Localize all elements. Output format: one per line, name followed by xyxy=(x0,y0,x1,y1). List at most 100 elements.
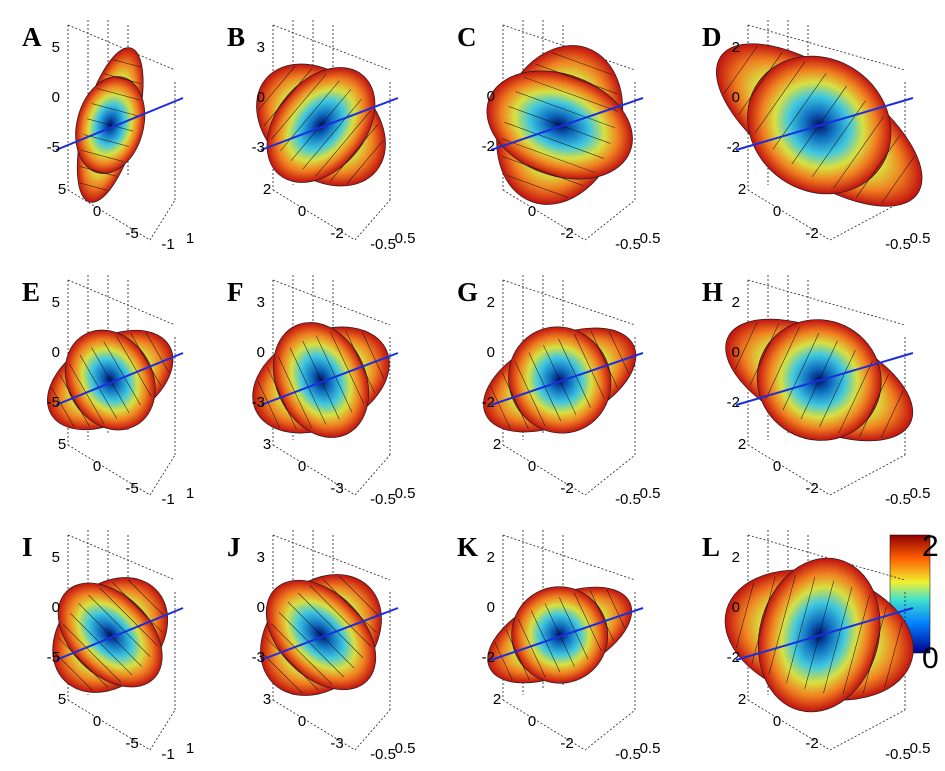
box-line xyxy=(149,709,176,751)
y-tick-label: -2 xyxy=(560,735,573,752)
x-tick-label: 0.5 xyxy=(395,740,416,757)
surface-mesh xyxy=(734,322,758,370)
box-line xyxy=(354,199,391,241)
z-tick-label: -2 xyxy=(482,138,495,155)
box-line xyxy=(502,699,586,751)
x-tick-label: 0.5 xyxy=(910,485,931,502)
surface-mesh xyxy=(362,332,385,380)
panel-label: C xyxy=(457,22,477,52)
z-tick-label: 5 xyxy=(52,39,60,56)
surface-mesh xyxy=(506,175,568,198)
surface xyxy=(75,47,146,203)
z-tick-label: 5 xyxy=(52,549,60,566)
surface-mesh xyxy=(79,182,108,191)
axis-line xyxy=(735,607,914,661)
surface-mesh xyxy=(262,653,303,694)
y-tick-label: 5 xyxy=(58,691,66,708)
surface-mesh xyxy=(501,372,529,429)
surface-mesh xyxy=(258,66,296,110)
x-tick-label: 0.5 xyxy=(640,230,661,247)
surface-mesh xyxy=(323,579,377,633)
y-tick-label: 0 xyxy=(93,203,101,220)
z-tick-label: -5 xyxy=(47,139,60,156)
panel-label: H xyxy=(702,277,723,307)
box-line xyxy=(747,534,906,581)
y-tick-label: 2 xyxy=(738,181,746,198)
surface-mesh xyxy=(754,61,806,134)
surface-mesh xyxy=(517,619,546,678)
surface-mesh xyxy=(765,326,800,399)
box-line xyxy=(502,444,586,496)
box-line xyxy=(502,279,636,326)
y-tick-label: -5 xyxy=(125,735,138,752)
x-tick-label: -0.5 xyxy=(615,491,641,508)
surface-mesh xyxy=(112,59,141,68)
box-line xyxy=(149,199,176,241)
surface-mesh xyxy=(590,331,618,388)
z-tick-label: 0 xyxy=(52,89,60,106)
box-line xyxy=(67,24,176,71)
box-line xyxy=(272,279,391,326)
surface-mesh xyxy=(79,166,117,177)
box-line xyxy=(272,534,391,581)
surface-mesh xyxy=(508,106,611,144)
x-tick-label: 0.5 xyxy=(395,485,416,502)
surface-mesh xyxy=(99,587,158,646)
surface xyxy=(256,63,386,187)
z-tick-label: 0 xyxy=(52,599,60,616)
surface-mesh xyxy=(738,52,783,115)
z-tick-label: -3 xyxy=(252,139,265,156)
z-tick-label: 0 xyxy=(732,89,740,106)
z-tick-label: 0 xyxy=(732,344,740,361)
surface-mesh xyxy=(263,68,313,127)
axis-line xyxy=(55,97,184,151)
y-tick-label: 0 xyxy=(298,458,306,475)
y-tick-label: -2 xyxy=(805,225,818,242)
y-tick-label: -2 xyxy=(560,480,573,497)
surface-mesh xyxy=(70,613,133,676)
y-tick-label: 0 xyxy=(773,203,781,220)
box-line xyxy=(747,444,831,496)
y-tick-label: -5 xyxy=(125,225,138,242)
surface-mesh xyxy=(51,387,75,428)
surface-mesh xyxy=(823,586,853,694)
box-line xyxy=(354,454,391,496)
surface-mesh xyxy=(749,323,780,386)
surface-mesh xyxy=(289,347,327,425)
axis-line xyxy=(490,607,644,661)
surface-mesh xyxy=(524,77,618,112)
surface-mesh xyxy=(315,110,371,177)
x-tick-label: 0.5 xyxy=(910,230,931,247)
y-tick-label: 3 xyxy=(263,436,271,453)
y-tick-label: 5 xyxy=(58,181,66,198)
surface-mesh xyxy=(69,363,104,424)
surface-mesh xyxy=(267,366,297,430)
surface-mesh xyxy=(290,88,352,162)
surface-mesh xyxy=(514,361,546,427)
surface-mesh xyxy=(504,121,605,159)
box-line xyxy=(747,189,831,241)
axis-line xyxy=(260,352,399,406)
z-tick-label: 0 xyxy=(732,599,740,616)
x-tick-label: -0.5 xyxy=(885,236,911,253)
surface-mesh xyxy=(88,594,151,657)
axis-line xyxy=(260,607,399,661)
axis-line xyxy=(735,352,914,406)
surface-mesh xyxy=(257,380,280,428)
z-tick-label: 2 xyxy=(732,549,740,566)
z-tick-label: -3 xyxy=(252,649,265,666)
box-line xyxy=(149,454,176,496)
box-line xyxy=(584,709,636,751)
box-line xyxy=(829,709,906,751)
y-tick-label: -2 xyxy=(805,480,818,497)
box-line xyxy=(67,534,176,581)
z-tick-label: 0 xyxy=(487,344,495,361)
z-tick-label: -2 xyxy=(727,139,740,156)
surface-mesh xyxy=(59,374,90,427)
x-tick-label: -0.5 xyxy=(370,491,396,508)
panel-label: J xyxy=(227,532,241,562)
surface-mesh xyxy=(315,335,353,413)
z-tick-label: 2 xyxy=(487,549,495,566)
x-tick-label: 1 xyxy=(186,740,194,757)
surface-mesh xyxy=(287,601,355,669)
